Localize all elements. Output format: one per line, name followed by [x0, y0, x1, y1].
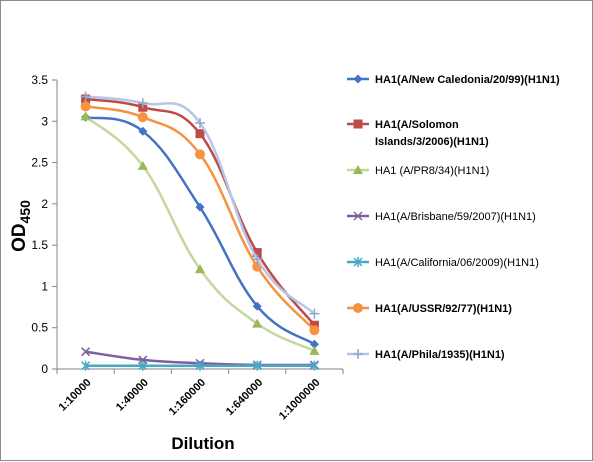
data-point-diamond [252, 301, 262, 311]
legend-label: HA1(A/Solomon [375, 119, 459, 131]
data-point-plus [309, 308, 320, 319]
x-tick-label: 1:160000 [167, 377, 208, 418]
x-tick-label: 1:1000000 [277, 377, 323, 423]
y-tick-label: 3 [41, 114, 48, 128]
data-point-diamond [195, 202, 205, 212]
data-point-circle [309, 325, 320, 336]
data-point-square [195, 129, 205, 139]
data-point-circle [137, 112, 148, 123]
legend-item: HA1 (A/PR8/34)(H1N1) [347, 165, 489, 177]
legend-label: HA1(A/California/06/2009)(H1N1) [375, 257, 539, 269]
x-tick-label: 1:640000 [224, 377, 265, 418]
legend-marker-circle [353, 303, 363, 313]
legend-item: HA1(A/Brisbane/59/2007)(H1N1) [347, 211, 536, 223]
data-point-star [309, 360, 319, 371]
legend-marker-plus [353, 349, 363, 359]
legend-label: HA1(A/New Caledonia/20/99)(H1N1) [375, 74, 560, 86]
y-axis-label-main: OD [9, 223, 30, 252]
legend-label: HA1(A/Phila/1935)(H1N1) [375, 349, 505, 361]
x-tick-label: 1:40000 [114, 377, 151, 414]
data-point-plus [252, 254, 263, 265]
data-point-circle [80, 101, 91, 112]
data-point-star [252, 360, 262, 371]
legend-label: Islands/3/2006)(H1N1) [375, 136, 489, 148]
series-3 [80, 111, 320, 355]
data-point-plus [80, 91, 91, 102]
data-point-star [81, 360, 91, 371]
y-tick-label: 1 [41, 279, 48, 293]
series-line [85, 97, 316, 326]
series-line [85, 95, 316, 315]
legend-item: HA1(A/New Caledonia/20/99)(H1N1) [347, 74, 560, 86]
y-tick-label: 0.5 [31, 321, 48, 335]
legend-marker-square [353, 119, 363, 129]
x-tick-label: 1:10000 [57, 377, 94, 414]
legend-item: HA1(A/USSR/92/77)(H1N1) [347, 303, 512, 315]
data-point-triangle [195, 264, 205, 274]
series-5 [81, 360, 319, 371]
y-tick-label: 2 [41, 197, 48, 211]
x-axis-label: Dilution [171, 434, 234, 453]
legend-label: HA1(A/Brisbane/59/2007)(H1N1) [375, 211, 536, 223]
data-point-circle [195, 149, 205, 160]
y-tick-label: 2.5 [31, 156, 48, 170]
legend-item: HA1(A/Phila/1935)(H1N1) [347, 349, 505, 361]
legend-marker-star [353, 257, 363, 267]
plot-area [80, 91, 320, 371]
legend-marker-triangle [353, 165, 363, 174]
data-point-diamond [138, 126, 148, 136]
series-2 [81, 94, 319, 330]
y-axis-label-subscript: 450 [17, 200, 33, 224]
data-point-star [195, 360, 205, 371]
data-point-diamond [309, 339, 319, 349]
legend-item: HA1(A/California/06/2009)(H1N1) [347, 257, 539, 269]
data-point-triangle [252, 318, 263, 328]
data-point-x [81, 347, 91, 357]
legend-label: HA1(A/USSR/92/77)(H1N1) [375, 303, 512, 315]
legend: HA1(A/New Caledonia/20/99)(H1N1) HA1(A/So… [347, 74, 560, 361]
y-axis-label: OD450 [9, 200, 33, 252]
series-7 [80, 91, 320, 319]
data-point-triangle [137, 160, 148, 170]
y-tick-label: 3.5 [31, 73, 48, 87]
data-point-star [138, 360, 148, 371]
data-point-plus [195, 117, 205, 128]
y-tick-label: 1.5 [31, 238, 48, 252]
data-point-plus [137, 98, 148, 109]
legend-label: HA1 (A/PR8/34)(H1N1) [375, 165, 489, 177]
legend-marker-diamond [353, 74, 363, 84]
marker-stroke [81, 347, 91, 357]
marker-stroke [353, 211, 363, 221]
series-1 [81, 112, 319, 349]
legend-marker-x [353, 211, 363, 221]
y-tick-label: 0 [41, 362, 48, 376]
series-line [85, 105, 316, 332]
data-point-triangle [309, 345, 320, 355]
data-point-square [252, 248, 262, 258]
legend-item: HA1(A/Solomon Islands/3/2006)(H1N1) [347, 119, 489, 148]
data-point-triangle [80, 111, 91, 121]
